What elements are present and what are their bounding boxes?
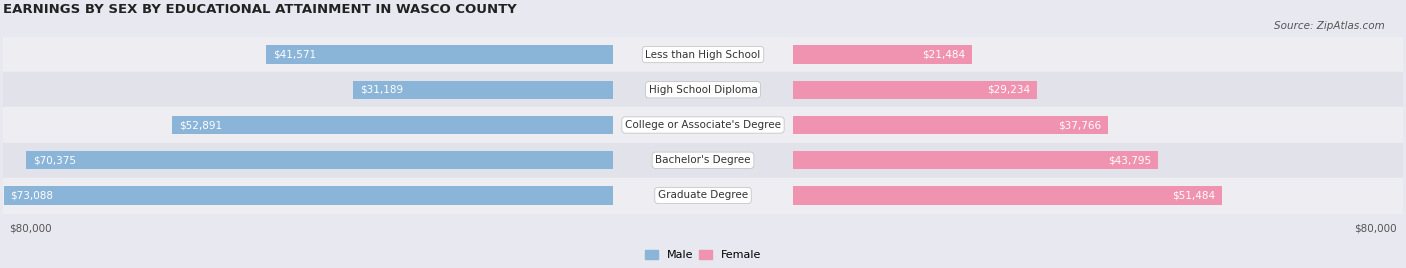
- Text: $70,375: $70,375: [32, 155, 76, 165]
- Bar: [27, 151, 613, 169]
- Bar: [353, 81, 613, 99]
- Text: $51,484: $51,484: [1173, 191, 1216, 200]
- Text: Source: ZipAtlas.com: Source: ZipAtlas.com: [1274, 21, 1385, 31]
- Bar: [266, 45, 613, 64]
- Text: $43,795: $43,795: [1108, 155, 1152, 165]
- Text: Less than High School: Less than High School: [645, 50, 761, 59]
- Text: College or Associate's Degree: College or Associate's Degree: [626, 120, 780, 130]
- Bar: [3, 178, 1403, 213]
- Text: EARNINGS BY SEX BY EDUCATIONAL ATTAINMENT IN WASCO COUNTY: EARNINGS BY SEX BY EDUCATIONAL ATTAINMEN…: [3, 3, 516, 16]
- Text: $21,484: $21,484: [922, 50, 966, 59]
- Text: Graduate Degree: Graduate Degree: [658, 191, 748, 200]
- Bar: [3, 143, 1403, 178]
- Text: $41,571: $41,571: [273, 50, 316, 59]
- Bar: [793, 45, 972, 64]
- Text: $73,088: $73,088: [10, 191, 53, 200]
- Bar: [793, 151, 1159, 169]
- Text: High School Diploma: High School Diploma: [648, 85, 758, 95]
- Bar: [793, 186, 1222, 204]
- Bar: [3, 37, 1403, 72]
- Bar: [3, 107, 1403, 143]
- Text: Bachelor's Degree: Bachelor's Degree: [655, 155, 751, 165]
- Text: $80,000: $80,000: [10, 224, 52, 234]
- Bar: [3, 72, 1403, 107]
- Text: $31,189: $31,189: [360, 85, 402, 95]
- Bar: [172, 116, 613, 134]
- Bar: [793, 116, 1108, 134]
- Legend: Male, Female: Male, Female: [640, 245, 766, 265]
- Bar: [4, 186, 613, 204]
- Bar: [793, 81, 1036, 99]
- Text: $29,234: $29,234: [987, 85, 1031, 95]
- Text: $37,766: $37,766: [1059, 120, 1101, 130]
- Text: $80,000: $80,000: [1354, 224, 1396, 234]
- Text: $52,891: $52,891: [179, 120, 222, 130]
